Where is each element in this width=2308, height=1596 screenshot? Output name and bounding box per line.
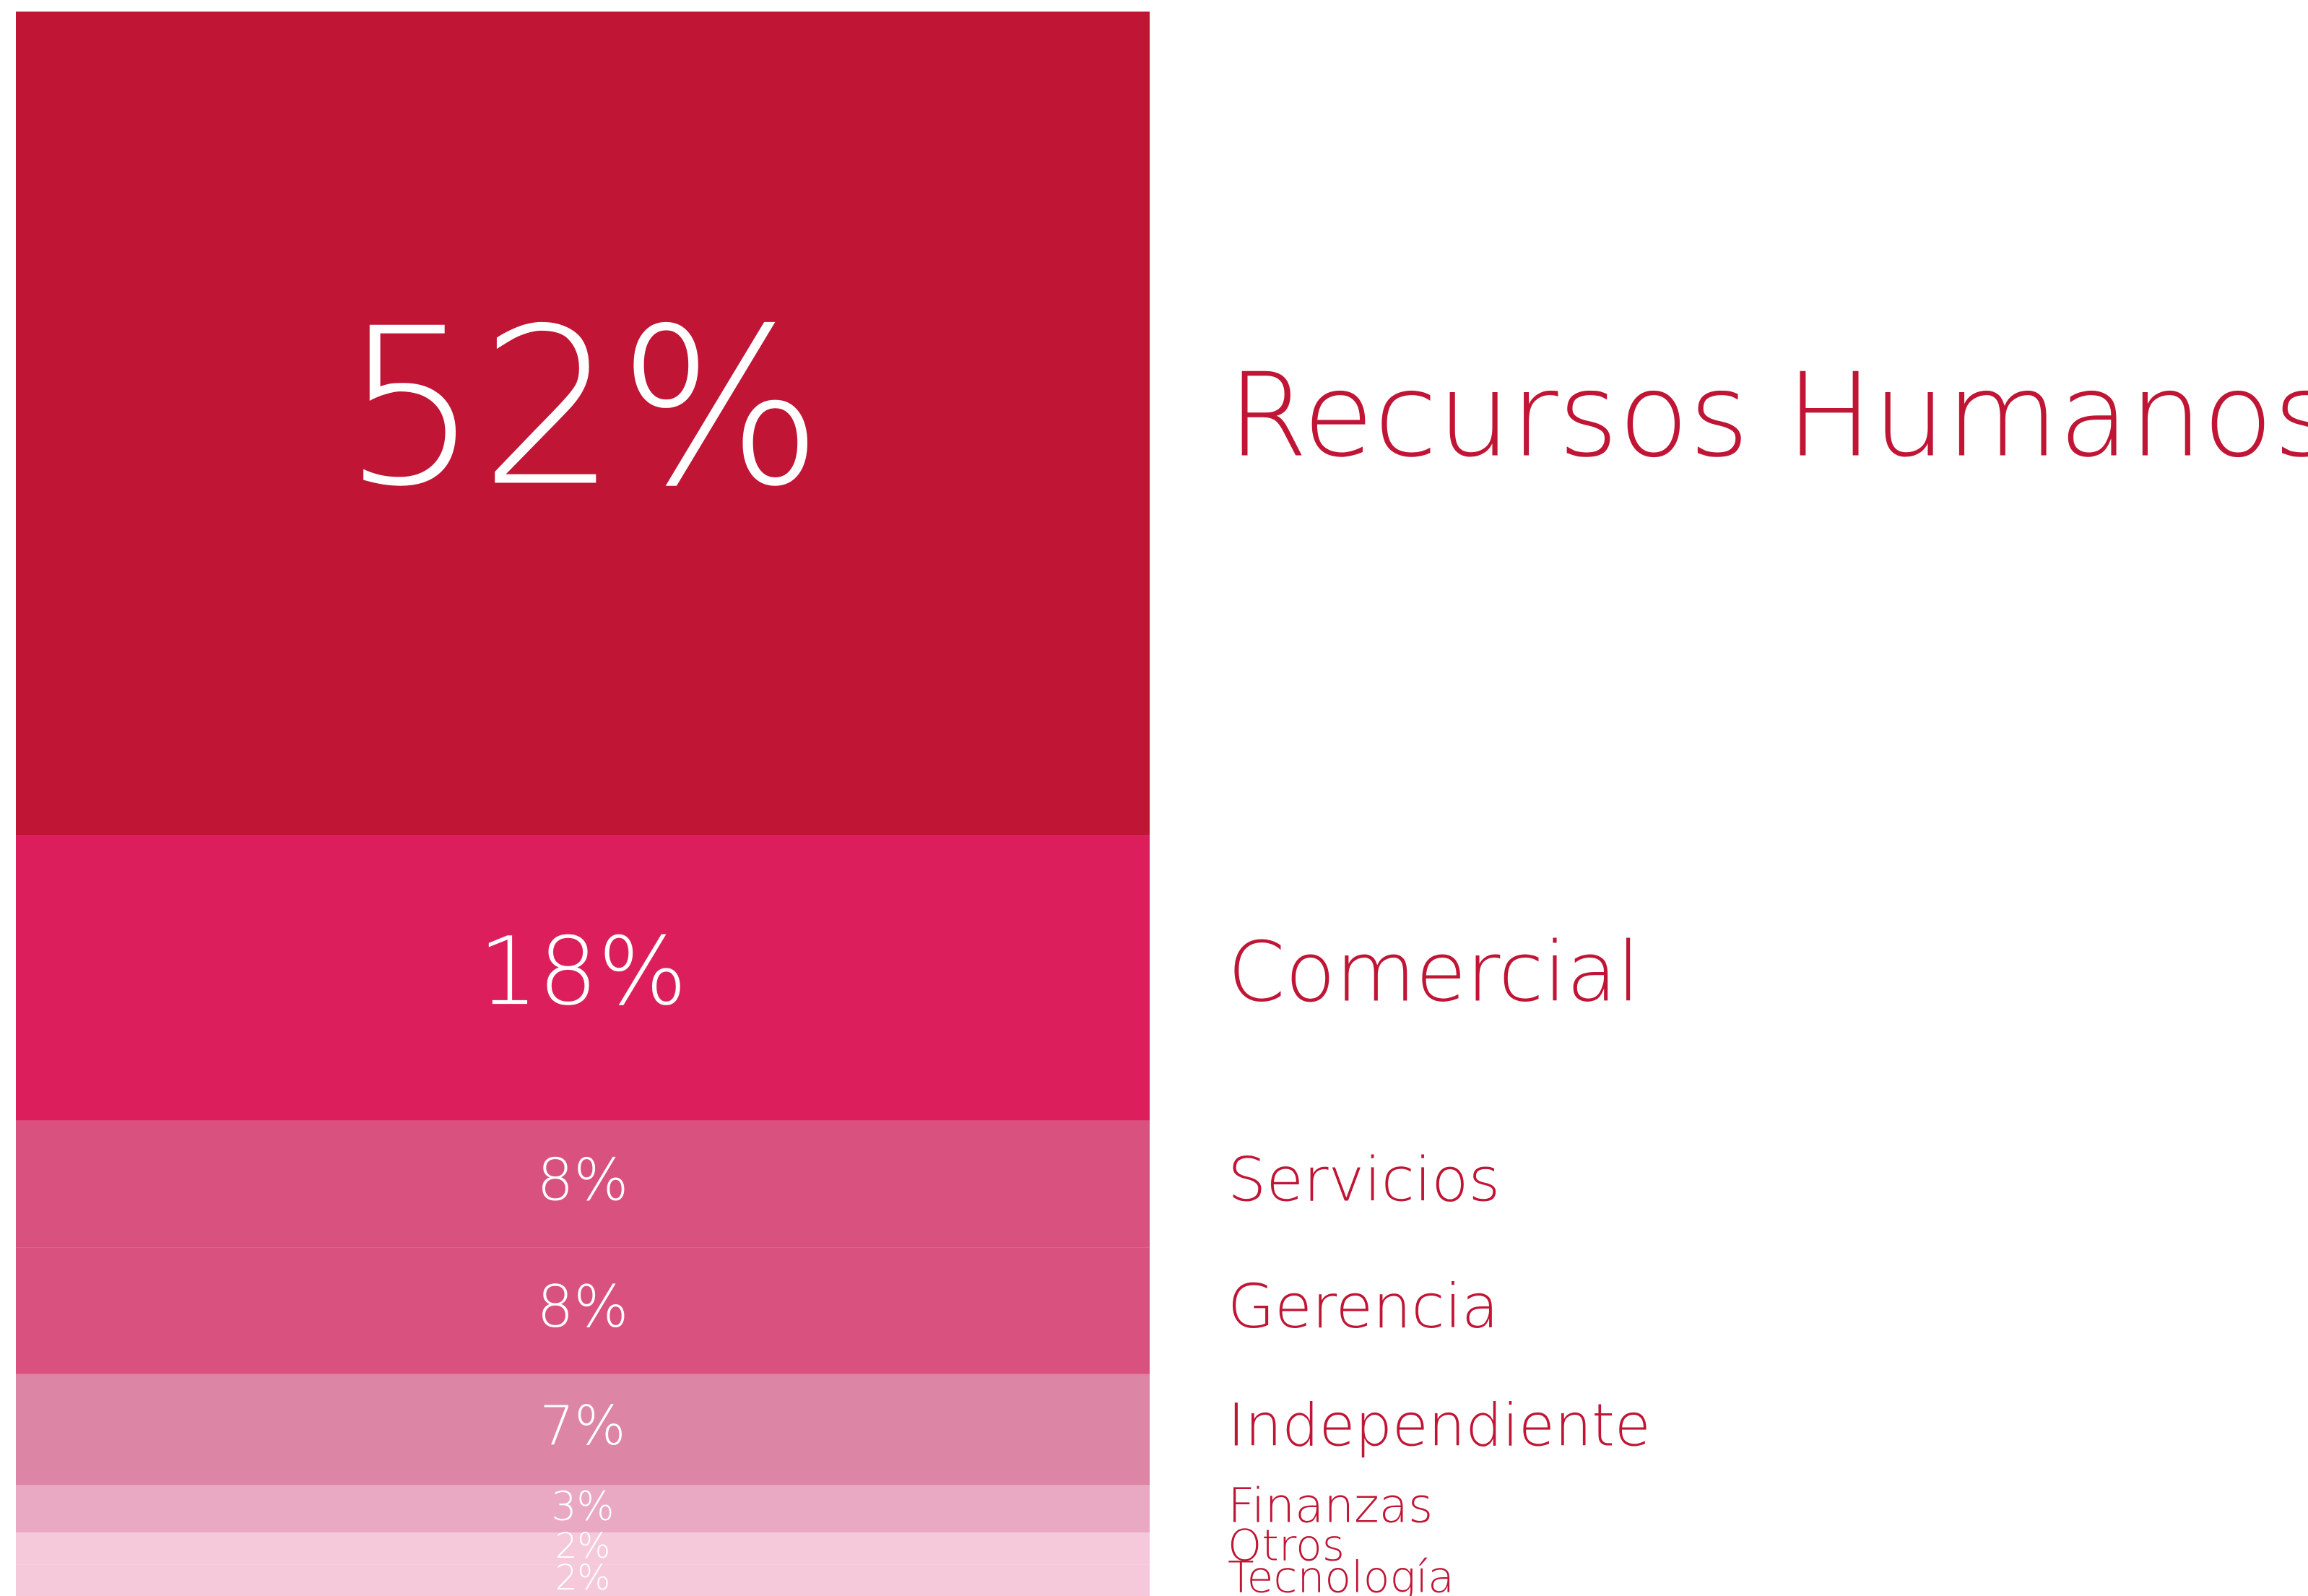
segment	[16, 12, 1150, 836]
category-label: Otros	[1228, 1521, 1345, 1571]
value-label: 2%	[555, 1526, 611, 1566]
segment	[16, 1564, 1150, 1596]
value-label: 3%	[551, 1483, 614, 1530]
segment	[16, 1247, 1150, 1374]
category-label: Tecnología	[1228, 1553, 1454, 1596]
category-label: Gerencia	[1228, 1271, 1498, 1342]
segment	[16, 835, 1150, 1121]
segment	[16, 1485, 1150, 1533]
value-label: 2%	[555, 1558, 611, 1596]
value-label: 18%	[479, 916, 687, 1026]
category-label: Comercial	[1228, 924, 1640, 1020]
value-label: 52%	[342, 282, 824, 534]
category-label: Recursos Humanos	[1228, 347, 2308, 482]
value-label: 8%	[537, 1147, 629, 1214]
category-label: Servicios	[1228, 1145, 1500, 1215]
category-label: Finanzas	[1228, 1478, 1433, 1533]
category-label: Independiente	[1228, 1392, 1651, 1460]
segment	[16, 1532, 1150, 1565]
segment	[16, 1120, 1150, 1248]
value-label: 8%	[537, 1273, 629, 1340]
value-label: 7%	[540, 1394, 626, 1457]
segment	[16, 1374, 1150, 1486]
